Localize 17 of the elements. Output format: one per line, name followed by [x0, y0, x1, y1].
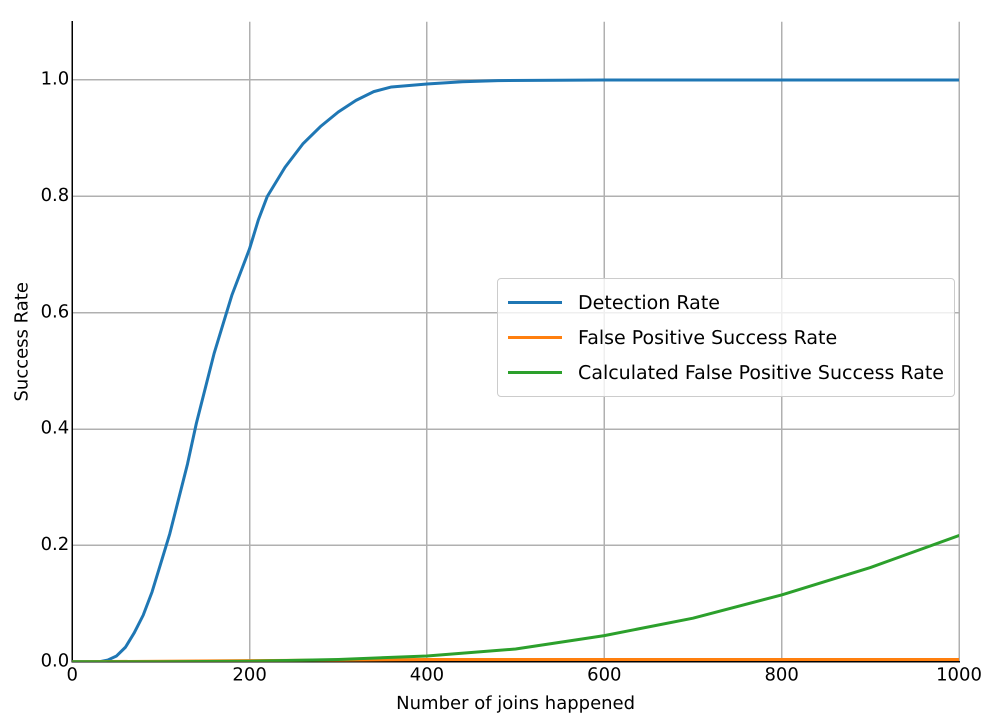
x-tick-label: 0 — [66, 664, 78, 686]
y-tick-label: 1.0 — [40, 68, 70, 90]
x-tick-label: 1000 — [936, 664, 982, 686]
legend-label: False Positive Success Rate — [578, 326, 838, 348]
y-tick-label: 0.0 — [40, 650, 70, 672]
y-tick-label: 0.2 — [40, 534, 70, 556]
legend-label: Calculated False Positive Success Rate — [578, 362, 944, 384]
y-tick-label: 0.4 — [40, 418, 70, 439]
x-tick-label: 600 — [587, 664, 622, 686]
y-axis-title: Success Rate — [11, 282, 32, 402]
y-tick-label: 0.8 — [40, 185, 70, 206]
x-axis-title: Number of joins happened — [396, 692, 636, 714]
x-tick-label: 800 — [764, 664, 799, 686]
x-tick-label: 400 — [410, 664, 444, 686]
legend-label: Detection Rate — [578, 292, 720, 314]
x-tick-label: 200 — [232, 664, 267, 686]
y-tick-label: 0.6 — [40, 301, 70, 322]
